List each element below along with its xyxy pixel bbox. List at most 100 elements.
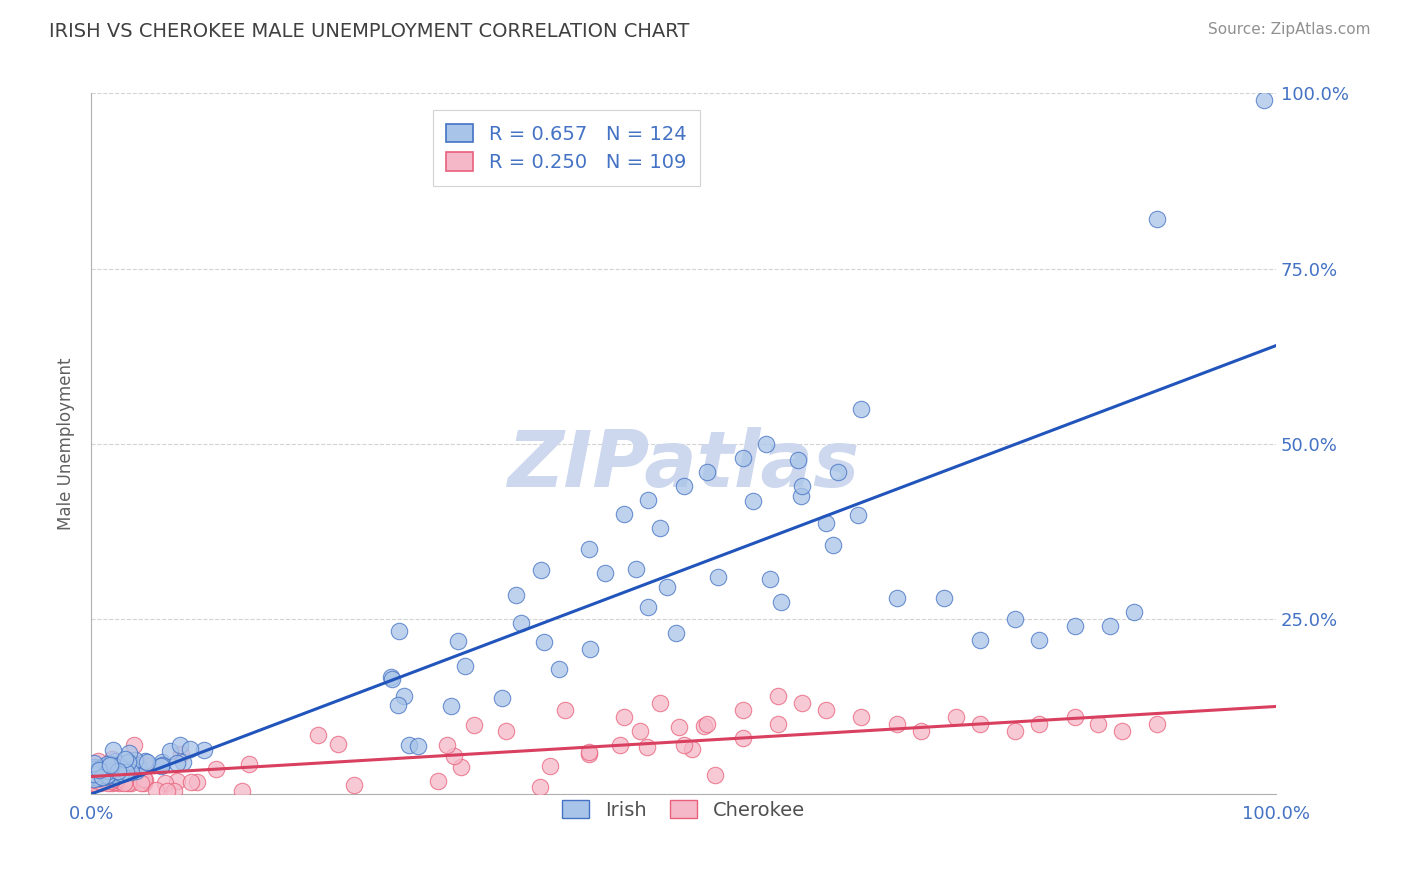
Point: [83, 776, 105, 790]
Point: [790, 696, 813, 710]
Point: [406, 739, 429, 753]
Point: [97, 767, 120, 781]
Point: [100, 774, 122, 789]
Point: [83, 769, 105, 783]
Point: [769, 595, 792, 609]
Point: [381, 673, 404, 687]
Point: [827, 465, 849, 479]
Point: [93, 764, 115, 779]
Point: [104, 773, 127, 788]
Point: [89, 769, 111, 783]
Point: [90, 772, 112, 786]
Point: [655, 580, 678, 594]
Point: [696, 465, 718, 479]
Point: [136, 756, 159, 770]
Point: [454, 659, 477, 673]
Point: [86, 764, 108, 779]
Point: [83, 776, 105, 790]
Point: [578, 541, 600, 556]
Point: [851, 710, 873, 724]
Point: [1028, 717, 1050, 731]
Point: [886, 717, 908, 731]
Point: [118, 762, 141, 776]
Point: [145, 783, 167, 797]
Point: [668, 720, 690, 734]
Point: [554, 703, 576, 717]
Point: [120, 776, 142, 790]
Point: [100, 766, 122, 780]
Point: [83, 770, 105, 784]
Point: [637, 600, 659, 615]
Point: [125, 764, 148, 778]
Point: [112, 766, 135, 780]
Point: [387, 698, 409, 713]
Point: [104, 760, 127, 774]
Point: [326, 738, 349, 752]
Point: [94, 767, 117, 781]
Point: [186, 775, 208, 789]
Point: [945, 710, 967, 724]
Point: [706, 570, 728, 584]
Point: [693, 719, 716, 733]
Point: [529, 780, 551, 794]
Point: [613, 507, 636, 521]
Text: IRISH VS CHEROKEE MALE UNEMPLOYMENT CORRELATION CHART: IRISH VS CHEROKEE MALE UNEMPLOYMENT CORR…: [49, 22, 689, 41]
Point: [790, 479, 813, 493]
Point: [1063, 710, 1085, 724]
Point: [96, 756, 118, 771]
Point: [83, 767, 105, 781]
Point: [463, 717, 485, 731]
Point: [87, 763, 110, 777]
Point: [392, 689, 415, 703]
Point: [124, 753, 146, 767]
Point: [170, 747, 193, 762]
Point: [731, 731, 754, 745]
Point: [98, 765, 121, 780]
Point: [111, 762, 134, 776]
Point: [672, 479, 695, 493]
Point: [94, 766, 117, 780]
Point: [112, 776, 135, 790]
Text: Source: ZipAtlas.com: Source: ZipAtlas.com: [1208, 22, 1371, 37]
Point: [790, 489, 813, 503]
Point: [107, 756, 129, 771]
Point: [83, 772, 105, 786]
Point: [1004, 723, 1026, 738]
Point: [755, 436, 778, 450]
Point: [628, 724, 651, 739]
Point: [132, 776, 155, 790]
Point: [100, 765, 122, 780]
Point: [93, 774, 115, 789]
Point: [786, 453, 808, 467]
Point: [1122, 605, 1144, 619]
Point: [83, 760, 105, 774]
Point: [114, 765, 136, 780]
Point: [121, 756, 143, 770]
Point: [1087, 717, 1109, 731]
Point: [101, 758, 124, 772]
Point: [87, 772, 110, 786]
Point: [103, 764, 125, 779]
Point: [823, 538, 845, 552]
Point: [120, 764, 142, 779]
Point: [910, 723, 932, 738]
Point: [450, 760, 472, 774]
Point: [83, 764, 105, 778]
Point: [153, 776, 176, 790]
Point: [150, 758, 173, 772]
Point: [101, 752, 124, 766]
Point: [169, 738, 191, 752]
Point: [83, 764, 105, 779]
Point: [593, 566, 616, 580]
Point: [83, 773, 105, 788]
Point: [846, 508, 869, 522]
Point: [89, 772, 111, 786]
Point: [90, 767, 112, 781]
Point: [380, 670, 402, 684]
Point: [100, 767, 122, 781]
Point: [166, 756, 188, 771]
Point: [672, 738, 695, 752]
Point: [111, 766, 134, 780]
Point: [134, 757, 156, 772]
Point: [89, 775, 111, 789]
